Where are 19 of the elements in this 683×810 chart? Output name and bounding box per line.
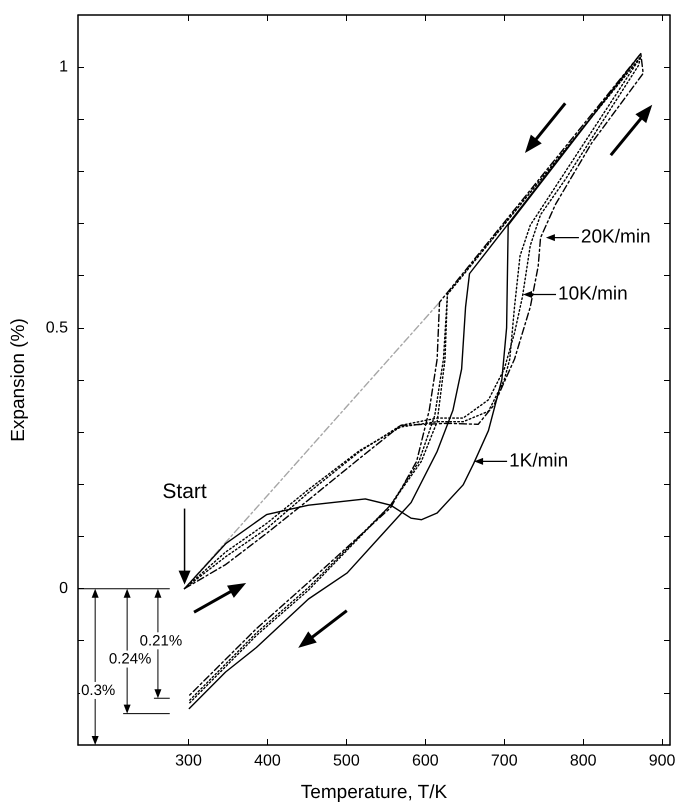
annotation: 0.3% [81,682,116,699]
annotation: 0.21% [140,632,182,650]
x-tick-label: 500 [333,752,360,770]
x-axis-title: Temperature, T/K [300,782,448,803]
annotation: Start [162,480,207,504]
x-tick-label: 300 [175,752,202,770]
annotation: 10K/min [558,284,628,304]
x-tick-label: 700 [490,752,518,770]
annotation: 0.24% [108,650,152,668]
annotation: 20K/min [580,226,651,248]
y-axis-title: Expansion (%) [8,318,29,442]
x-tick-label: 600 [412,752,439,770]
x-tick-label: 900 [648,752,676,770]
x-tick-label: 400 [254,752,281,770]
y-tick-label: 0.5 [46,319,68,336]
x-tick-label: 800 [570,752,597,770]
annotation: 1K/min [509,450,568,472]
y-tick-label: 1 [59,58,68,76]
y-tick-label: 0 [59,580,68,598]
